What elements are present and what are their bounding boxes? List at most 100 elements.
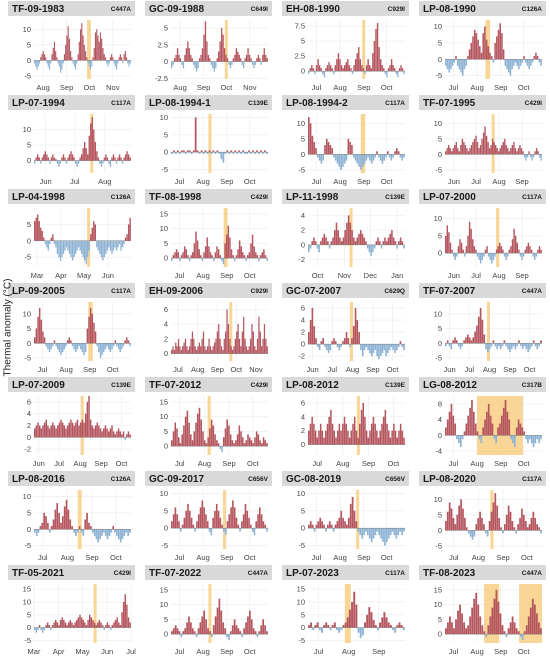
anomaly-bar bbox=[492, 502, 495, 531]
anomaly-bar bbox=[520, 343, 522, 347]
anomaly-bar bbox=[124, 51, 126, 61]
anomaly-bar bbox=[366, 614, 369, 628]
anomaly-bar bbox=[324, 145, 326, 155]
anomaly-bar bbox=[178, 631, 181, 635]
anomaly-bar bbox=[379, 241, 381, 245]
x-tick-label: Jul bbox=[175, 553, 185, 562]
y-tick-label: -5 bbox=[435, 71, 442, 80]
anomaly-bar bbox=[448, 411, 451, 436]
anomaly-bar bbox=[489, 415, 492, 436]
anomaly-bar bbox=[394, 430, 397, 445]
y-tick-label: 6 bbox=[164, 305, 168, 314]
anomaly-bar bbox=[38, 625, 41, 628]
anomaly-bar bbox=[313, 326, 316, 345]
anomaly-bar bbox=[236, 331, 238, 354]
anomaly-bar bbox=[538, 59, 541, 63]
anomaly-bar bbox=[262, 619, 264, 635]
panel-site: C139E bbox=[385, 382, 406, 389]
anomaly-bar bbox=[187, 349, 189, 354]
anomaly-bar bbox=[340, 430, 342, 445]
event-highlight bbox=[229, 302, 233, 361]
y-tick-label: 0 bbox=[27, 433, 31, 442]
event-highlight bbox=[222, 490, 226, 549]
anomaly-bar bbox=[99, 160, 101, 164]
anomaly-bar bbox=[328, 62, 330, 72]
anomaly-bar bbox=[244, 152, 247, 154]
anomaly-bar bbox=[87, 240, 89, 258]
anomaly-bar bbox=[488, 343, 491, 350]
anomaly-bar bbox=[178, 54, 180, 62]
anomaly-bar bbox=[523, 631, 526, 635]
anomaly-bar bbox=[230, 346, 232, 354]
anomaly-bar bbox=[55, 619, 57, 628]
anomaly-bar bbox=[243, 61, 245, 69]
anomaly-bar bbox=[376, 23, 379, 72]
anomaly-bar bbox=[465, 337, 467, 344]
anomaly-bar bbox=[228, 514, 231, 529]
anomaly-bar bbox=[70, 240, 72, 258]
y-tick-label: 5 bbox=[301, 506, 305, 515]
x-tick-label: Jun bbox=[33, 459, 45, 468]
anomaly-bar bbox=[126, 151, 128, 161]
anomaly-bar bbox=[474, 331, 476, 344]
anomaly-bar bbox=[241, 521, 243, 529]
anomaly-bar bbox=[49, 160, 51, 164]
anomaly-bar bbox=[465, 423, 468, 436]
anomaly-bar bbox=[212, 61, 214, 69]
event-highlight bbox=[486, 302, 490, 361]
anomaly-bar bbox=[496, 505, 499, 531]
y-tick-label: 5 bbox=[438, 231, 442, 240]
anomaly-bar bbox=[83, 422, 85, 438]
anomaly-bar bbox=[502, 249, 504, 254]
anomaly-bar bbox=[446, 59, 449, 70]
anomaly-bar bbox=[77, 617, 80, 628]
anomaly-bar bbox=[52, 519, 55, 530]
anomaly-bar bbox=[530, 517, 533, 531]
anomaly-bar bbox=[514, 435, 516, 448]
anomaly-bar bbox=[247, 48, 249, 62]
anomaly-bar bbox=[501, 33, 503, 60]
anomaly-bar bbox=[103, 240, 106, 258]
anomaly-bar bbox=[456, 514, 459, 531]
x-tick-label: Jul bbox=[175, 459, 185, 468]
anomaly-bar bbox=[524, 521, 527, 531]
anomaly-bar bbox=[237, 324, 239, 354]
x-tick-label: Jul bbox=[312, 177, 322, 186]
anomaly-bar bbox=[518, 340, 520, 344]
x-tick-label: Sep bbox=[60, 83, 73, 92]
anomaly-bar bbox=[61, 422, 64, 438]
anomaly-bar bbox=[255, 349, 257, 354]
anomaly-bar bbox=[229, 631, 232, 635]
anomaly-bar bbox=[177, 437, 180, 447]
anomaly-bar bbox=[219, 338, 221, 354]
panel-title: TF-08-2023 bbox=[423, 568, 476, 579]
y-tick-label: -5 bbox=[161, 165, 168, 174]
anomaly-bar bbox=[398, 622, 401, 628]
anomaly-bar bbox=[487, 253, 490, 257]
anomaly-bar bbox=[352, 154, 355, 158]
anomaly-bar bbox=[489, 52, 491, 60]
anomaly-bar bbox=[72, 625, 75, 628]
anomaly-bar bbox=[526, 527, 529, 531]
panel-strip bbox=[8, 283, 135, 298]
anomaly-bar bbox=[93, 221, 95, 241]
panel-strip bbox=[282, 377, 409, 392]
anomaly-bar bbox=[109, 57, 111, 61]
anomaly-bar bbox=[58, 60, 60, 67]
anomaly-bar bbox=[372, 528, 375, 539]
anomaly-bar bbox=[190, 517, 193, 529]
anomaly-bar bbox=[109, 343, 112, 353]
anomaly-bar bbox=[374, 154, 377, 158]
anomaly-bar bbox=[262, 54, 264, 62]
anomaly-bar bbox=[196, 240, 199, 259]
anomaly-bar bbox=[248, 346, 250, 354]
anomaly-bar bbox=[491, 138, 494, 155]
anomaly-bar bbox=[67, 509, 70, 530]
y-tick-label: 5 bbox=[438, 134, 442, 143]
anomaly-bar bbox=[481, 625, 484, 635]
anomaly-bar bbox=[493, 598, 496, 635]
anomaly-bar bbox=[174, 152, 177, 154]
